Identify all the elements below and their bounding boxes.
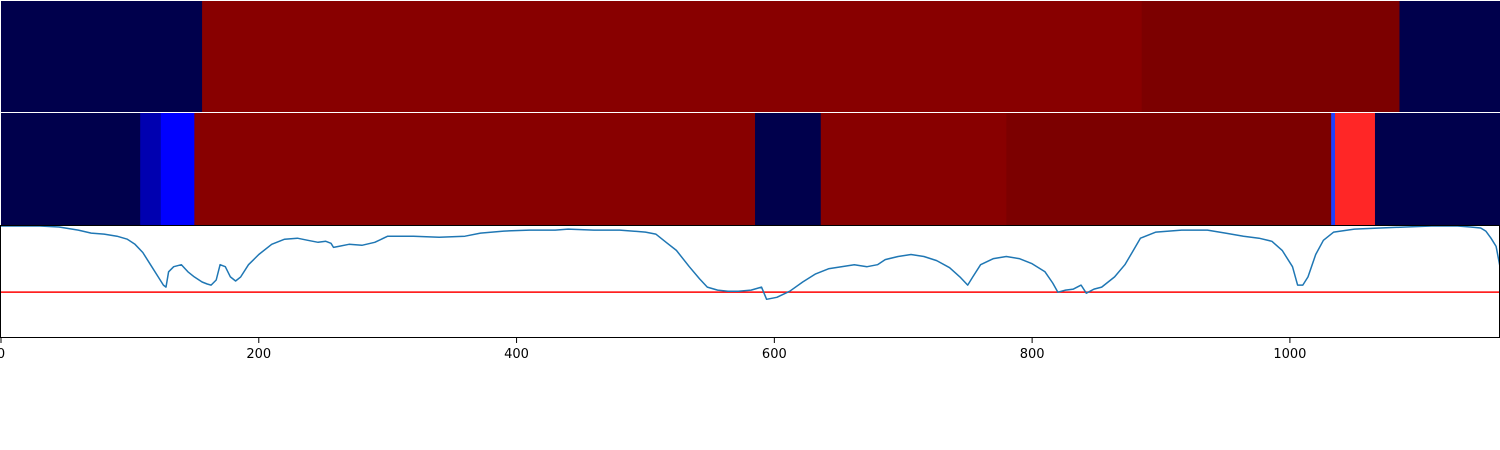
heatmap-segment-top-0 (1, 1, 203, 112)
x-tick-label: 200 (246, 347, 271, 362)
heatmap-segment-top-2 (1141, 1, 1401, 112)
heatmap-segment-middle-9 (1374, 113, 1500, 225)
heatmap-segment-middle-6 (1006, 113, 1332, 225)
heatmap-band-middle (1, 113, 1500, 225)
heatmap-segment-top-3 (1399, 1, 1500, 112)
heatmap-segment-middle-8 (1335, 113, 1376, 225)
x-tick-label: 1000 (1273, 347, 1306, 362)
x-tick-label: 800 (1020, 347, 1045, 362)
heatmap-band-top (1, 1, 1500, 112)
x-tick-label: 0 (0, 347, 5, 362)
heatmap-segment-middle-7 (1331, 113, 1336, 225)
heatmap-segment-middle-1 (140, 113, 162, 225)
x-tick-label: 600 (762, 347, 787, 362)
heatmap-segment-middle-5 (820, 113, 1007, 225)
heatmap-segment-middle-4 (755, 113, 822, 225)
heatmap-segment-middle-2 (160, 113, 195, 225)
x-tick-label: 400 (504, 347, 529, 362)
heatmap-segment-top-1 (202, 1, 1143, 112)
line-panel (0, 225, 1500, 338)
line-panel-background (1, 226, 1500, 338)
heatmap-segment-middle-3 (194, 113, 756, 225)
series-line (1, 225, 1500, 301)
heatmap-segment-middle-0 (1, 113, 141, 225)
x-axis: 0 200 400 600 800 1000 (0, 338, 1306, 362)
